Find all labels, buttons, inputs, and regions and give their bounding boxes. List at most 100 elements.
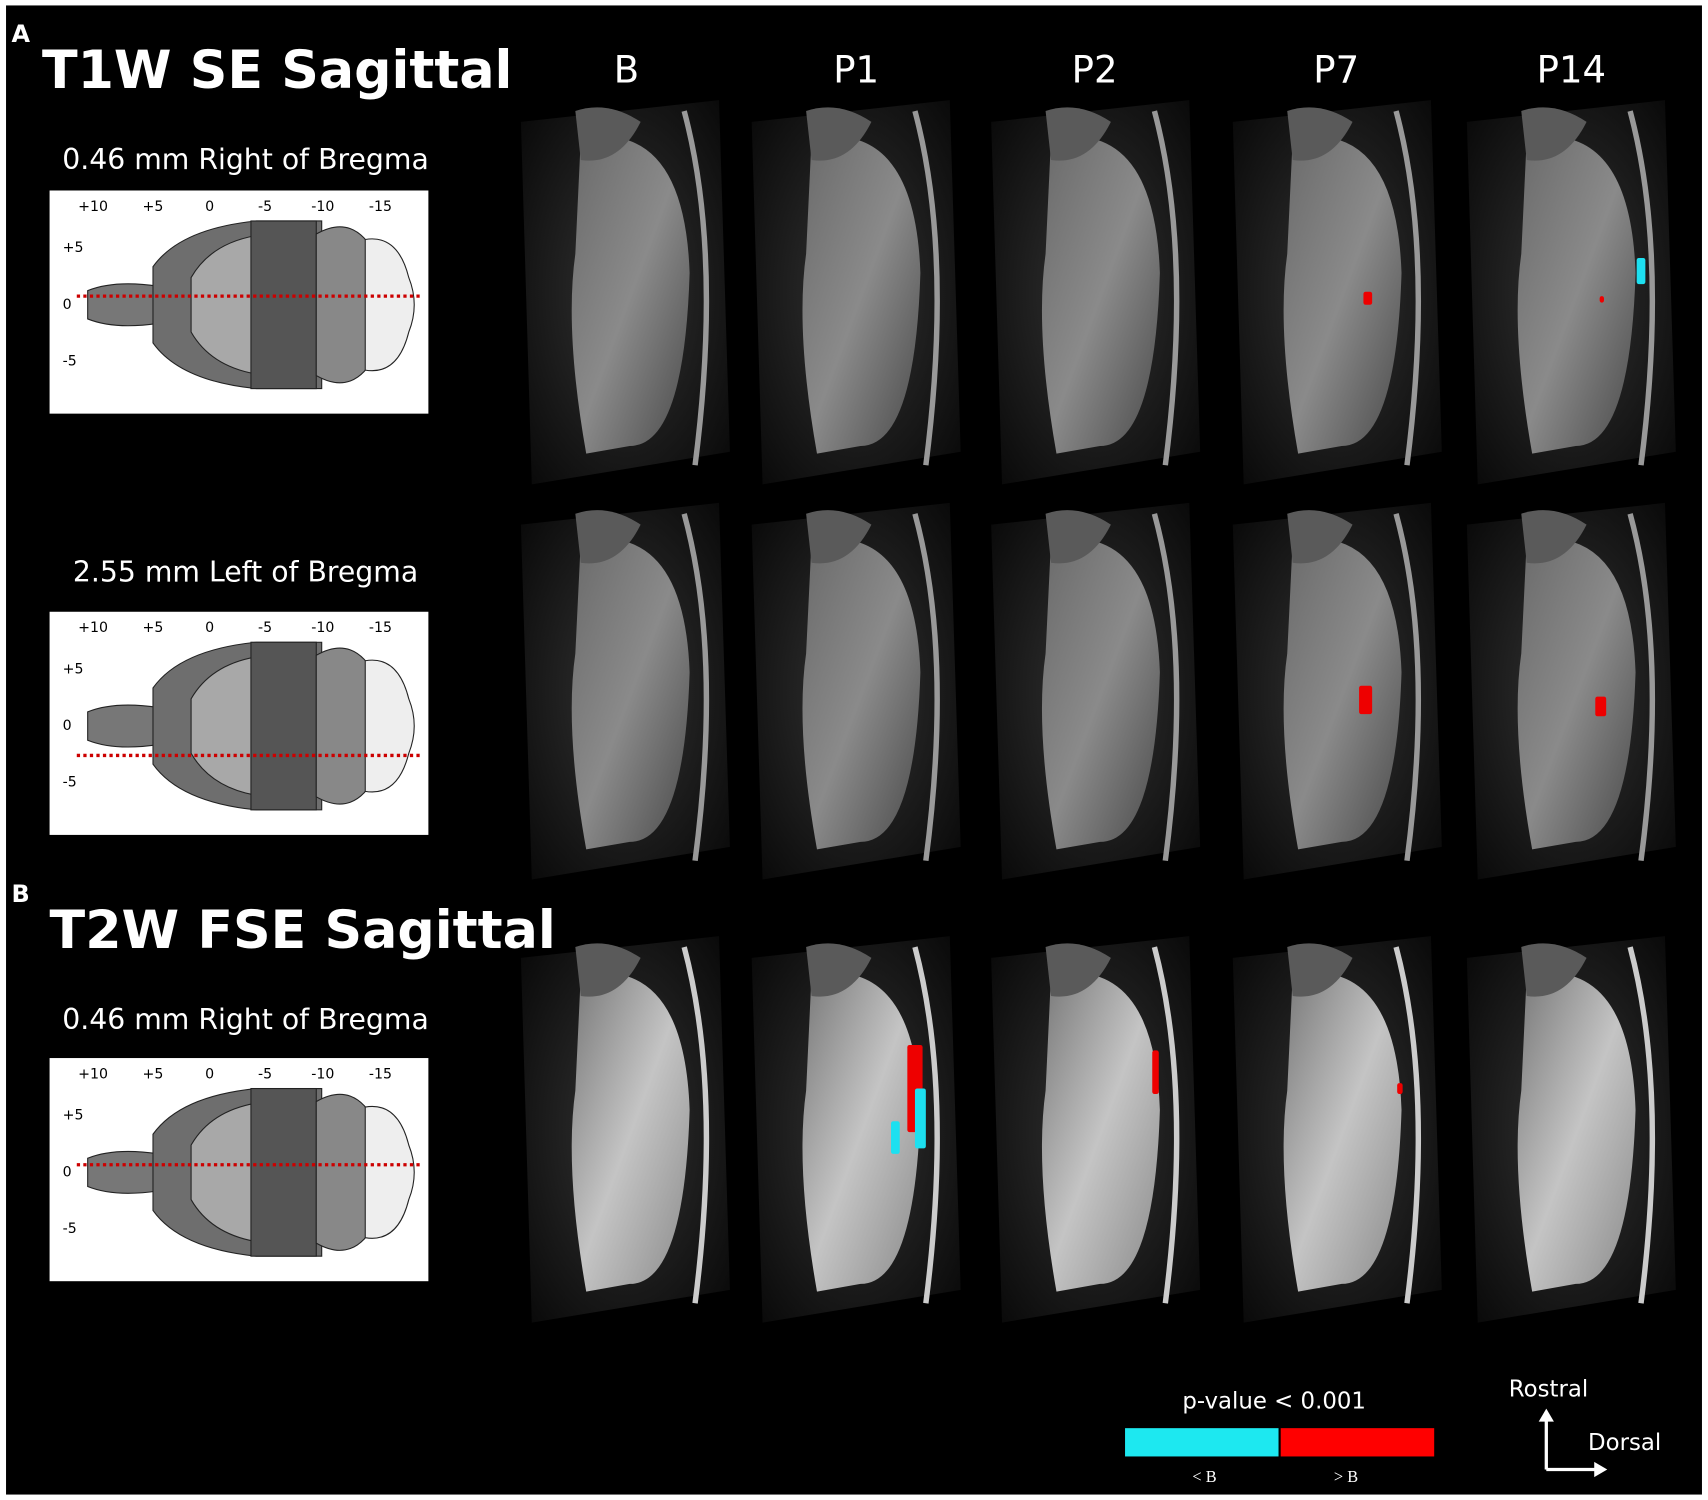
cluster [914,1088,926,1149]
brainstem [250,220,317,390]
skull-edge [1151,946,1180,1304]
cluster [1363,291,1373,305]
bregma-diagram: +10 +5 0 -5 -10 -15 +5 0 -5 [49,611,429,835]
skull-edge [912,946,940,1304]
mri-image [1466,100,1676,485]
skull-edge [1627,946,1656,1304]
mri-image [991,100,1201,485]
diagram-x-label: -15 [369,199,392,215]
diagram-x-label: +5 [143,620,164,636]
diagram-x-label: -5 [258,199,272,215]
panel-title: T1W SE Sagittal [42,41,513,101]
cerebellum-region [806,510,872,564]
skull-edge [681,513,710,862]
cerebellum-region [1287,107,1353,161]
diagram-x-label: 0 [205,1066,214,1082]
arrow-head [1594,1461,1608,1478]
legend-swatch [1125,1428,1279,1457]
mri-image [1232,100,1442,485]
mri-image [1232,502,1442,880]
skull-edge [681,946,710,1304]
column-label: B [614,48,639,91]
panel-label: A [11,20,30,48]
diagram-x-label: -10 [311,620,334,636]
column-label: P1 [833,48,879,91]
diagram-x-label: +10 [78,1066,108,1082]
slice-position: 2.55 mm Left of Bregma [73,556,418,589]
mri-image [751,502,961,880]
cerebellum-region [806,943,872,997]
diagram-x-label: +10 [78,199,108,215]
legend-title: p-value < 0.001 [1182,1389,1366,1415]
cerebellum-region [1521,510,1587,564]
brain-tissue [1517,136,1636,454]
olfactory-bulb [87,1150,159,1194]
diagram-x-label: 0 [205,199,214,215]
orientation-up: Rostral [1509,1377,1588,1403]
brain-tissue [1283,136,1402,454]
skull-edge [1393,513,1422,862]
diagram-y-label: +5 [63,240,84,256]
mri-image [520,502,730,880]
diagram-x-label: -15 [369,1066,392,1082]
cerebellum-region [1521,107,1587,161]
mri-image [520,936,730,1323]
skull-edge [1151,110,1180,466]
diagram-x-label: +10 [78,620,108,636]
mri-image [991,502,1201,880]
diagram-x-label: -5 [258,1066,272,1082]
column-label: P7 [1313,48,1359,91]
cerebellum-region [575,943,641,997]
mri-image [520,100,730,485]
brain-tissue [571,538,690,850]
brain-tissue [1041,972,1160,1292]
diagram-y-label: 0 [63,1164,72,1180]
mri-image [1466,936,1676,1323]
diagram-x-label: -15 [369,620,392,636]
diagram-x-label: 0 [205,620,214,636]
bregma-diagram: +10 +5 0 -5 -10 -15 +5 0 -5 [49,1058,429,1282]
diagram-y-label: +5 [63,661,84,677]
brain-tissue [1283,972,1402,1292]
brain-tissue [802,136,921,454]
brain-tissue [1283,538,1402,850]
skull-edge [1627,513,1656,862]
skull-edge [1393,110,1422,466]
skull-edge [912,110,940,466]
cerebellum-region [575,107,641,161]
cluster [1359,685,1373,715]
brain-tissue [571,136,690,454]
slice-position: 0.46 mm Right of Bregma [62,143,429,176]
orientation-right: Dorsal [1588,1430,1661,1456]
diagram-y-label: -5 [63,775,77,791]
legend-item: > B [1334,1467,1358,1486]
legend-swatch [1280,1428,1435,1457]
mri-image [1466,502,1676,880]
orientation-arrows [1544,1417,1599,1472]
column-label: P14 [1537,48,1606,91]
slice-position: 0.46 mm Right of Bregma [62,1003,429,1036]
olfactory-bulb [87,283,159,327]
mri-image [1232,936,1442,1323]
brain-tissue [571,972,690,1292]
column-label: P2 [1072,48,1118,91]
cerebellum-region [806,107,872,161]
hindbrain [364,659,415,793]
hindbrain [364,238,415,372]
arrow-head [1538,1408,1554,1422]
brain-tissue [802,972,921,1292]
diagram-y-label: +5 [63,1108,84,1124]
skull-edge [681,110,710,466]
mri-image [751,936,961,1323]
mri-image [751,100,961,485]
skull-edge [1393,946,1422,1304]
diagram-y-label: -5 [63,353,77,369]
diagram-y-label: -5 [63,1221,77,1237]
cerebellum-region [1045,510,1111,564]
diagram-y-label: 0 [63,297,72,313]
cluster [891,1121,900,1154]
cluster [1595,696,1607,717]
cluster [1152,1050,1159,1094]
diagram-x-label: -10 [311,1066,334,1082]
